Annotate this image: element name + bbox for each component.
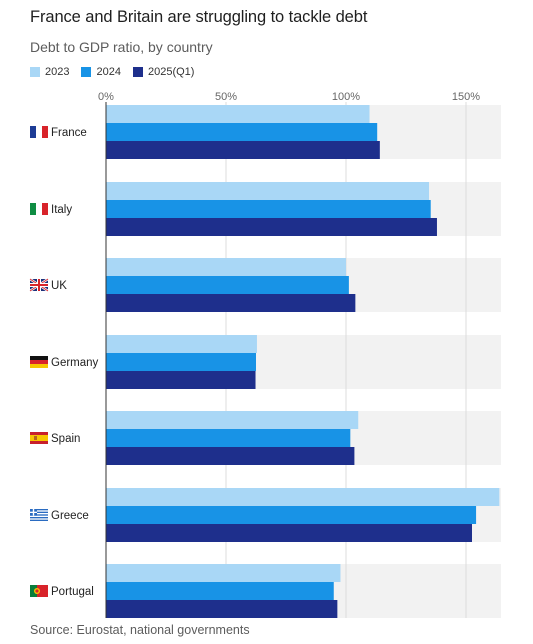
bar-portugal-2024 xyxy=(106,582,334,600)
chart-subtitle: Debt to GDP ratio, by country xyxy=(30,39,213,55)
category-label: France xyxy=(51,127,87,139)
bar-france-2024 xyxy=(106,123,378,141)
legend-label: 2024 xyxy=(96,66,121,78)
bar-germany-2023 xyxy=(106,335,257,353)
x-tick-label: 50% xyxy=(215,91,237,103)
bar-greece-2024 xyxy=(106,506,477,524)
bar-spain-2024 xyxy=(106,429,351,447)
bar-spain-2023 xyxy=(106,411,359,429)
category-label: Portugal xyxy=(51,586,94,598)
chart-title: France and Britain are struggling to tac… xyxy=(30,8,368,26)
x-tick-label: 150% xyxy=(452,91,480,103)
legend-label: 2025(Q1) xyxy=(147,66,195,78)
legend: 2023 2024 2025(Q1) xyxy=(30,65,206,79)
bar-spain-2025-q1 xyxy=(106,447,355,465)
bar-germany-2025-q1 xyxy=(106,371,256,389)
legend-item-2025-q1: 2025(Q1) xyxy=(132,66,195,78)
x-tick-label: 100% xyxy=(332,91,360,103)
bar-portugal-2023 xyxy=(106,564,341,582)
greece-flag xyxy=(30,509,48,521)
bar-italy-2024 xyxy=(106,200,431,218)
bar-france-2023 xyxy=(106,105,370,123)
bar-italy-2023 xyxy=(106,182,430,200)
bar-germany-2024 xyxy=(106,353,256,371)
category-label: Germany xyxy=(51,357,99,369)
category-label: Greece xyxy=(51,510,89,522)
legend-item-2023: 2023 xyxy=(30,66,69,78)
italy-flag xyxy=(30,203,48,215)
legend-label: 2023 xyxy=(45,66,70,78)
category-label: Italy xyxy=(51,204,72,216)
bar-uk-2025-q1 xyxy=(106,294,356,312)
x-tick-label: 0% xyxy=(98,91,114,103)
bar-greece-2025-q1 xyxy=(106,524,472,542)
bar-uk-2024 xyxy=(106,276,349,294)
legend-item-2024: 2024 xyxy=(81,66,121,78)
spain-flag xyxy=(30,432,48,444)
legend-swatch xyxy=(132,67,143,77)
bar-italy-2025-q1 xyxy=(106,218,437,236)
source-note: Source: Eurostat, national governments xyxy=(30,623,250,637)
legend-swatch xyxy=(30,67,40,77)
category-label: UK xyxy=(51,280,67,292)
bar-greece-2023 xyxy=(106,488,500,506)
category-label: Spain xyxy=(51,433,80,445)
bar-france-2025-q1 xyxy=(106,141,380,159)
germany-flag xyxy=(30,356,48,368)
france-flag xyxy=(30,126,48,138)
legend-swatch xyxy=(81,67,92,77)
portugal-flag xyxy=(30,585,48,597)
bar-uk-2023 xyxy=(106,258,346,276)
uk-flag xyxy=(29,278,49,292)
bar-portugal-2025-q1 xyxy=(106,600,338,618)
